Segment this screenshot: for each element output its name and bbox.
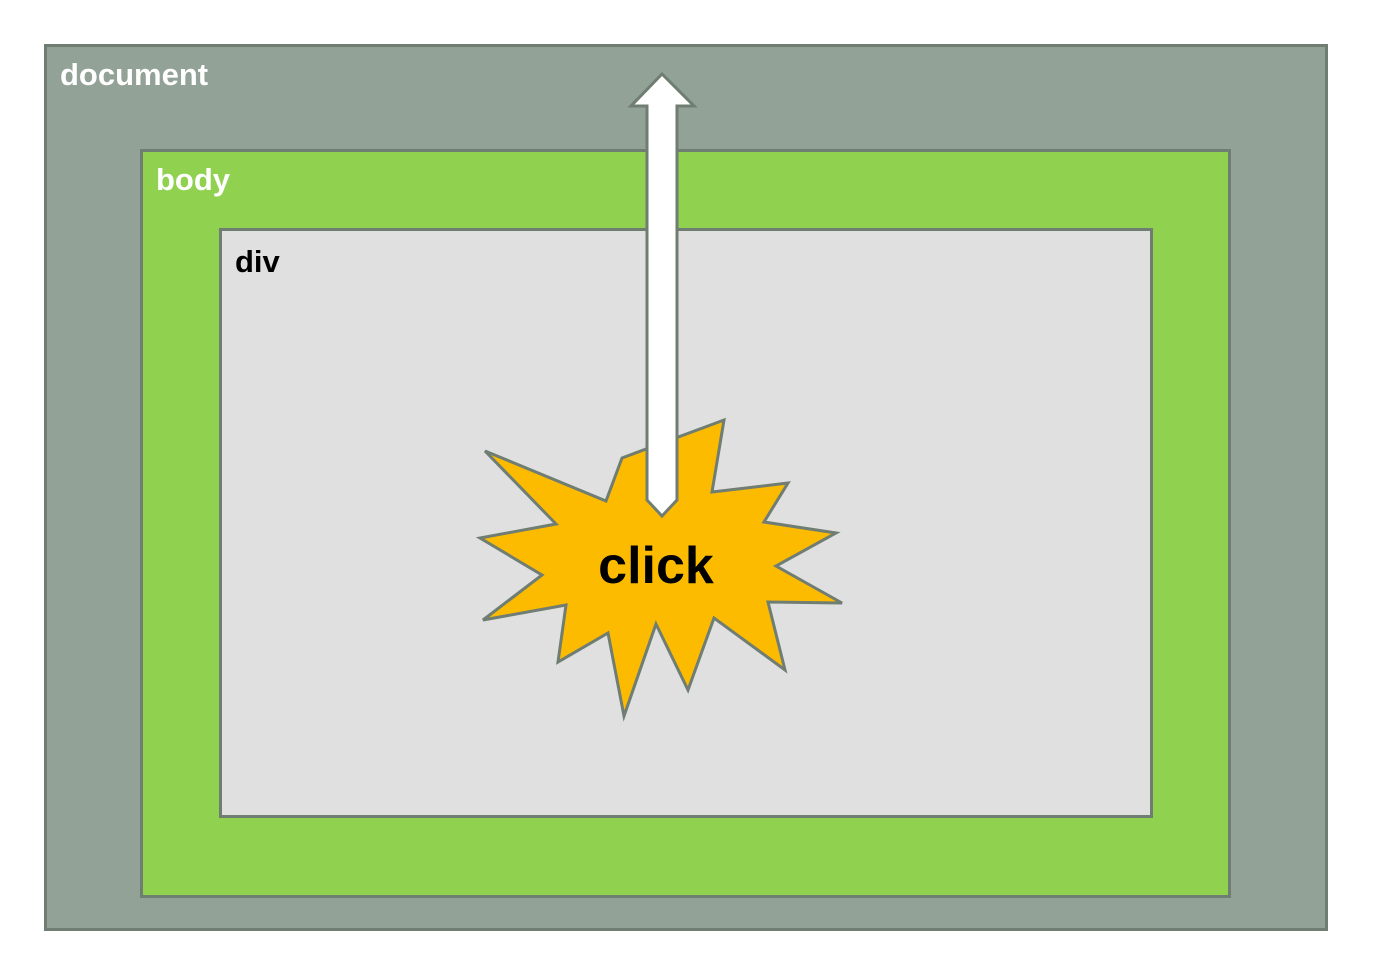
- click-starburst-shape: [475, 417, 843, 722]
- document-label: document: [60, 57, 209, 92]
- body-label: body: [156, 162, 231, 197]
- div-label: div: [235, 244, 280, 279]
- click-event-label: click: [598, 537, 714, 595]
- bubble-up-arrow-icon: [627, 71, 698, 519]
